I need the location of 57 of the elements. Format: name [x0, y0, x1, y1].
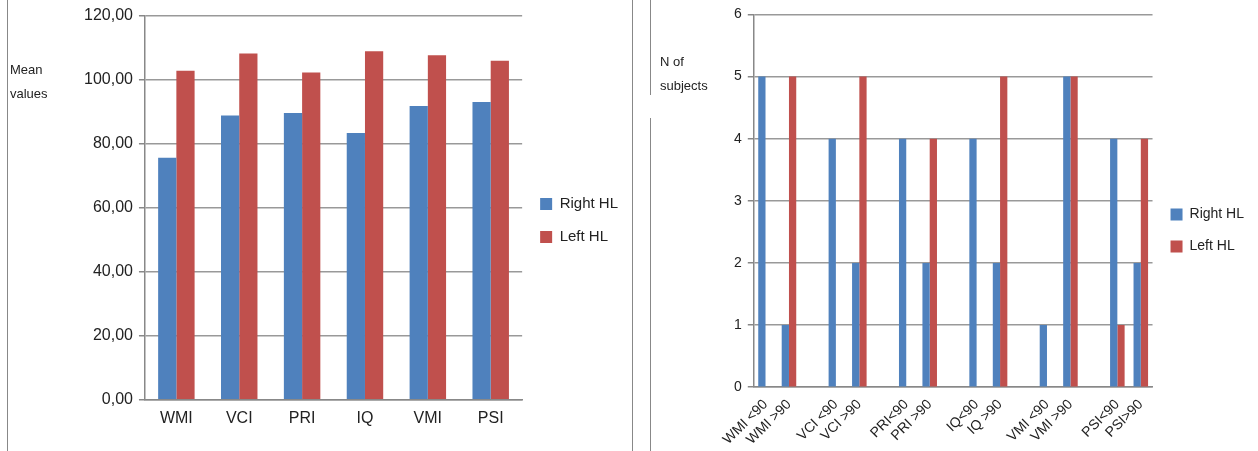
bar: [852, 262, 860, 387]
x-tick-label: IQ: [356, 408, 374, 426]
bar: [409, 105, 428, 400]
bar: [1063, 76, 1071, 387]
bar: [898, 138, 907, 387]
y-tick-label: 5: [733, 67, 742, 84]
bar: [490, 60, 509, 400]
bar: [781, 325, 789, 387]
bar: [221, 115, 240, 400]
y-tick-label: 1: [733, 315, 742, 332]
bar: [828, 138, 836, 387]
bar: [472, 102, 491, 400]
legend-label: Right HL: [559, 194, 618, 212]
y-tick-label: 4: [733, 129, 742, 146]
bar: [1140, 138, 1149, 387]
bar: [1039, 325, 1047, 387]
bar: [158, 157, 177, 400]
y-tick-label: 0,00: [101, 390, 134, 408]
bar: [758, 76, 766, 387]
x-tick-label: VCI: [225, 408, 253, 426]
legend-label: Left HL: [559, 227, 609, 245]
bar: [969, 138, 977, 387]
bar: [992, 262, 1001, 387]
bar: [859, 76, 867, 387]
y-tick-label: 6: [733, 5, 742, 22]
y-axis-title: Mean values: [10, 61, 49, 101]
bar: [427, 55, 447, 400]
bar: [239, 53, 258, 400]
x-tick-label: VMI: [413, 408, 443, 426]
bar: [364, 51, 384, 400]
bar: [788, 76, 797, 387]
bar: [1117, 325, 1125, 387]
legend-label: Right HL: [1189, 205, 1245, 222]
x-tick-label: PSI: [477, 408, 504, 426]
y-tick-label: 2: [733, 253, 742, 270]
x-tick-label: PRI: [288, 408, 316, 426]
bar: [929, 138, 937, 387]
bar: [1133, 262, 1141, 387]
bar: [302, 72, 321, 400]
x-tick-label: WMI: [159, 408, 193, 426]
bar: [1070, 76, 1078, 387]
bar: [922, 262, 930, 387]
bar: [346, 133, 365, 400]
y-tick-label: 120,00: [84, 6, 134, 24]
y-tick-label: 40,00: [92, 262, 134, 280]
bar: [1000, 76, 1008, 387]
bar: [176, 70, 195, 400]
y-tick-label: 3: [733, 191, 742, 208]
y-axis-title: N of subjects: [660, 53, 709, 93]
bar: [1110, 138, 1118, 387]
bar: [283, 112, 303, 400]
y-tick-label: 0: [733, 378, 742, 395]
y-tick-label: 60,00: [92, 198, 134, 216]
legend-label: Left HL: [1189, 237, 1235, 254]
y-tick-label: 80,00: [92, 134, 134, 152]
y-tick-label: 20,00: [92, 326, 134, 344]
y-tick-label: 100,00: [84, 70, 134, 88]
